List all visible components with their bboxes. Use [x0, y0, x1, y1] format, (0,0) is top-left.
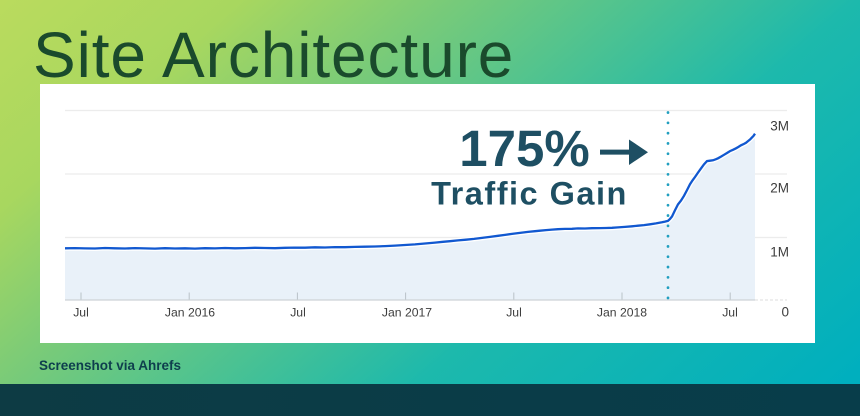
svg-text:Jul: Jul — [722, 306, 738, 320]
svg-text:Jul: Jul — [290, 306, 306, 320]
svg-text:3M: 3M — [770, 119, 789, 134]
svg-text:175%: 175% — [459, 120, 589, 177]
svg-text:Jan 2017: Jan 2017 — [382, 306, 432, 320]
svg-text:Jul: Jul — [73, 306, 89, 320]
svg-text:Jan 2016: Jan 2016 — [165, 306, 215, 320]
svg-text:Jan 2018: Jan 2018 — [597, 306, 647, 320]
svg-text:Jul: Jul — [506, 306, 522, 320]
svg-text:0: 0 — [781, 305, 789, 320]
svg-text:Traffic Gain: Traffic Gain — [431, 175, 628, 211]
svg-text:2M: 2M — [770, 180, 789, 195]
svg-text:1M: 1M — [770, 244, 789, 259]
